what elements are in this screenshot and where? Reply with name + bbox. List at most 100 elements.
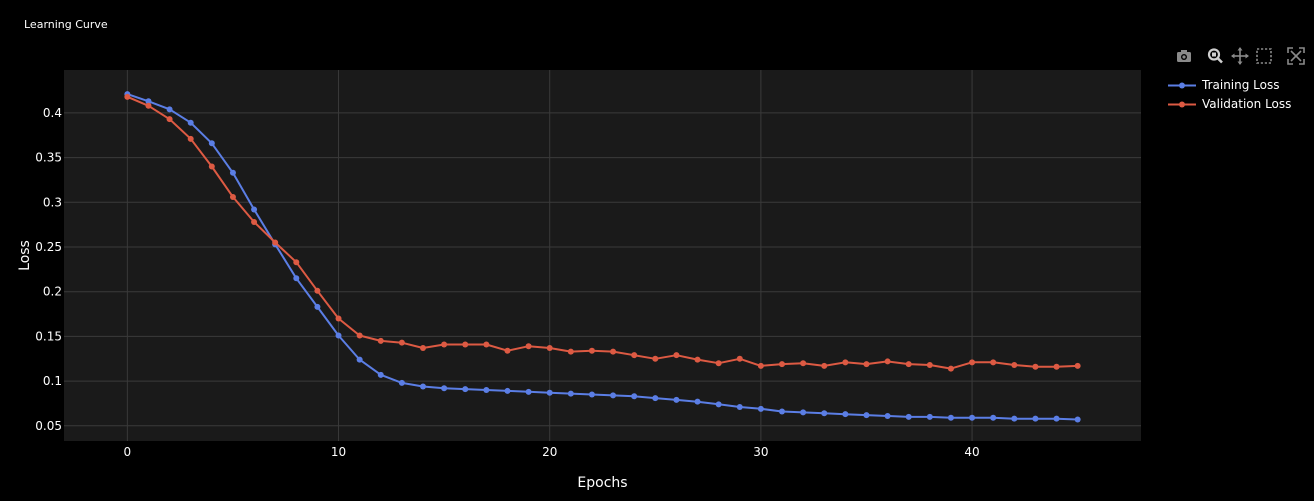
- training-loss-point: [736, 404, 743, 411]
- validation-loss-point: [293, 259, 300, 266]
- training-loss-point: [1032, 415, 1039, 422]
- training-loss-point: [1074, 416, 1081, 423]
- x-axis-title: Epochs: [577, 475, 627, 491]
- training-loss-point: [990, 414, 997, 421]
- y-tick-label: 0.05: [35, 419, 62, 433]
- training-loss-point: [947, 414, 954, 421]
- training-legend-swatch: [1168, 82, 1196, 89]
- x-tick-label: 20: [542, 445, 557, 459]
- validation-loss-point: [1011, 362, 1018, 369]
- validation-loss-point: [462, 341, 469, 348]
- training-loss-point: [166, 106, 173, 113]
- validation-loss-point: [990, 359, 997, 366]
- y-axis-title: Loss: [17, 240, 33, 271]
- validation-loss-point: [715, 360, 722, 367]
- validation-loss-point: [124, 93, 131, 100]
- chart-title: Learning Curve: [24, 18, 108, 31]
- training-loss-point: [673, 396, 680, 403]
- training-loss-point: [694, 398, 701, 405]
- validation-loss-point: [842, 359, 849, 366]
- validation-loss-point: [1074, 362, 1081, 369]
- validation-loss-point: [483, 341, 490, 348]
- validation-loss-point: [208, 163, 215, 170]
- validation-loss-point: [863, 361, 870, 368]
- training-loss-point: [715, 401, 722, 408]
- validation-loss-line: [127, 95, 1078, 370]
- y-tick-label: 0.25: [35, 240, 62, 254]
- y-tick-label: 0.35: [35, 151, 62, 165]
- training-loss-point: [398, 379, 405, 386]
- validation-loss-point: [926, 362, 933, 369]
- x-tick-label: 0: [124, 445, 132, 459]
- autoscale-icon[interactable]: [1286, 46, 1306, 66]
- training-loss-point: [504, 387, 511, 394]
- training-loss-point: [335, 332, 342, 339]
- validation-loss-point: [1053, 363, 1060, 370]
- validation-loss-point: [166, 116, 173, 123]
- training-loss-point: [842, 411, 849, 418]
- plot-area: [64, 70, 1141, 441]
- pan-icon[interactable]: [1230, 46, 1250, 66]
- y-tick-label: 0.15: [35, 329, 62, 343]
- training-loss-point: [314, 303, 321, 310]
- training-loss-point: [610, 392, 617, 399]
- validation-loss-point: [631, 352, 638, 359]
- validation-loss-point: [314, 287, 321, 294]
- training-loss-point: [377, 371, 384, 378]
- chart-modebar: [1172, 46, 1308, 68]
- x-tick-label: 30: [753, 445, 768, 459]
- validation-loss-point: [567, 348, 574, 355]
- validation-loss-point: [251, 218, 258, 225]
- validation-loss-point: [779, 361, 785, 368]
- validation-loss-point: [272, 239, 279, 246]
- training-loss-point: [525, 388, 532, 395]
- training-loss-point: [356, 356, 363, 363]
- training-loss-point: [757, 405, 764, 412]
- training-loss-line: [127, 93, 1078, 421]
- validation-loss-point: [588, 347, 595, 354]
- validation-loss-point: [736, 355, 743, 362]
- training-loss-point: [293, 275, 300, 282]
- x-tick-label: 40: [964, 445, 979, 459]
- validation-loss-point: [441, 341, 448, 348]
- validation-loss-point: [673, 352, 680, 359]
- validation-loss-point: [610, 348, 617, 355]
- training-loss-point: [462, 386, 469, 393]
- validation-loss-point: [187, 135, 194, 142]
- training-loss-point: [588, 391, 595, 398]
- box-select-icon[interactable]: [1254, 46, 1274, 66]
- training-loss-point: [905, 413, 912, 420]
- validation-loss-point: [229, 193, 236, 200]
- camera-icon[interactable]: [1174, 46, 1194, 66]
- training-loss-point: [251, 206, 258, 213]
- training-loss-point: [483, 387, 490, 394]
- validation-legend-swatch: [1168, 101, 1196, 108]
- validation-loss-point: [1032, 363, 1039, 370]
- validation-loss-point: [694, 356, 701, 363]
- x-tick-label: 10: [331, 445, 346, 459]
- validation-loss-point: [821, 362, 828, 369]
- y-tick-label: 0.1: [43, 374, 62, 388]
- training-loss-point: [441, 385, 448, 392]
- validation-loss-point: [377, 337, 384, 344]
- training-loss-point: [926, 413, 933, 420]
- validation-loss-point: [884, 358, 891, 365]
- training-loss-point: [652, 395, 659, 402]
- training-loss-point: [1053, 415, 1060, 422]
- validation-loss-point: [356, 332, 363, 339]
- training-loss-point: [420, 383, 426, 390]
- validation-loss-point: [525, 343, 532, 350]
- validation-loss-point: [652, 355, 659, 362]
- validation-loss-point: [800, 360, 807, 367]
- training-loss-point: [145, 98, 152, 105]
- training-loss-point: [800, 409, 807, 416]
- training-loss-point: [567, 390, 574, 397]
- training-loss-point: [187, 119, 194, 126]
- validation-loss-point: [947, 365, 954, 372]
- training-loss-point: [884, 412, 891, 419]
- validation-loss-point: [420, 345, 426, 352]
- zoom-icon[interactable]: [1205, 46, 1225, 66]
- validation-loss-point: [398, 339, 405, 346]
- validation-loss-point: [757, 362, 764, 369]
